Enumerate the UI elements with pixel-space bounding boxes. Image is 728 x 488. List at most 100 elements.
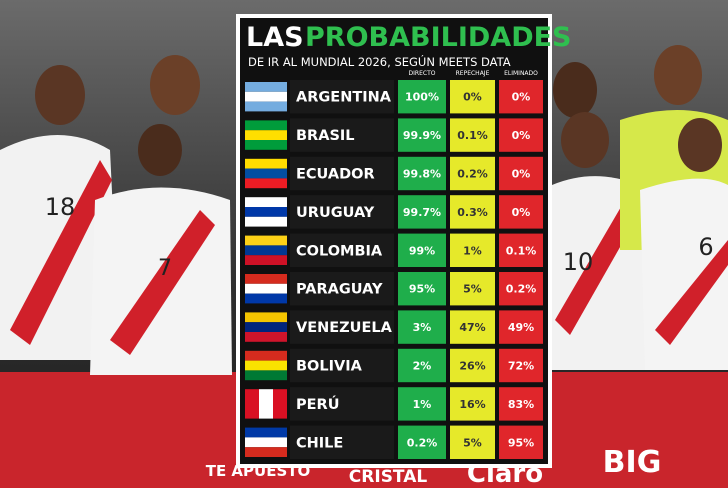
cell-value: 3% — [413, 321, 432, 334]
cell — [398, 425, 446, 459]
name-cell — [290, 80, 394, 114]
country: VENEZUELA — [296, 320, 393, 336]
cell — [398, 310, 446, 344]
cell-value: 99% — [409, 244, 435, 257]
cell — [499, 272, 543, 306]
flag — [259, 389, 273, 419]
cell — [499, 387, 543, 421]
cell — [450, 156, 495, 191]
name-cell — [290, 387, 394, 421]
flag — [245, 255, 287, 265]
cell-value: 99.9% — [403, 129, 441, 142]
country: COLOMBIA — [296, 243, 383, 259]
flag — [245, 360, 287, 371]
cell-value: 1% — [463, 244, 482, 257]
cell — [499, 348, 543, 383]
cell-value: 99.7% — [403, 206, 441, 219]
flag — [245, 158, 287, 169]
cell — [450, 233, 495, 267]
cell — [398, 348, 446, 383]
cell-value: 1% — [413, 398, 432, 411]
cell — [450, 118, 495, 152]
flag — [245, 370, 287, 381]
cell-value: 95% — [409, 283, 435, 296]
name-cell — [290, 156, 394, 191]
country: ARGENTINA — [296, 90, 392, 106]
flag — [245, 389, 259, 419]
title: PROBABILIDADES — [305, 22, 572, 53]
cell — [450, 425, 495, 459]
name-cell — [290, 195, 394, 229]
cell-value: 95% — [508, 436, 534, 449]
cell-value: 100% — [405, 91, 439, 104]
flag — [245, 427, 287, 438]
flag — [245, 322, 287, 332]
cell — [450, 80, 495, 114]
cell — [499, 233, 543, 267]
cell — [450, 310, 495, 344]
flag — [245, 101, 287, 112]
cell — [499, 425, 543, 459]
cell — [398, 80, 446, 114]
cell-value: 0% — [512, 129, 531, 142]
cell — [398, 156, 446, 191]
cell-value: 99.8% — [403, 168, 441, 181]
country: ECUADOR — [296, 167, 375, 183]
jersey-number: 7 — [158, 256, 172, 281]
cell-value: 0.1% — [506, 244, 537, 257]
flag — [245, 82, 287, 92]
country: PERÚ — [296, 395, 339, 413]
cell-value: 0.2% — [457, 168, 488, 181]
cell-value: 5% — [463, 436, 482, 449]
cell-value: 2% — [413, 360, 432, 373]
name-cell — [290, 348, 394, 383]
flag — [245, 447, 287, 457]
cell — [499, 310, 543, 344]
flag — [245, 245, 287, 256]
name-cell — [290, 233, 394, 267]
cell — [450, 348, 495, 383]
cell — [398, 195, 446, 229]
players — [0, 45, 728, 375]
cell — [398, 272, 446, 306]
cell-value: 0% — [463, 91, 482, 104]
flag — [245, 312, 287, 323]
sponsor: BIG — [603, 445, 662, 480]
cell-value: 49% — [508, 321, 534, 334]
cell — [499, 195, 543, 229]
flag — [245, 274, 287, 284]
title: LAS — [246, 22, 304, 53]
column-header: REPECHAJE — [456, 70, 490, 77]
flag — [245, 350, 287, 361]
cell-value: 0.2% — [506, 283, 537, 296]
flag — [245, 437, 287, 448]
flag — [245, 168, 287, 179]
cell — [450, 387, 495, 421]
name-cell — [290, 118, 394, 152]
cell-value: 0.1% — [457, 129, 488, 142]
cell-value: 83% — [508, 398, 534, 411]
flag — [245, 140, 287, 150]
cell-value: 0.3% — [457, 206, 488, 219]
flag — [245, 178, 287, 189]
country: BRASIL — [296, 128, 355, 144]
cell-value: 0% — [512, 168, 531, 181]
flag — [245, 216, 287, 227]
name-cell — [290, 272, 394, 306]
cell-value: 0% — [512, 91, 531, 104]
flag — [245, 332, 287, 342]
column-header: DIRECTO — [409, 70, 436, 77]
flag — [245, 120, 287, 131]
cell — [499, 118, 543, 152]
cell — [450, 195, 495, 229]
country: CHILE — [296, 435, 343, 451]
cell-value: 0% — [512, 206, 531, 219]
cell-value: 47% — [459, 321, 485, 334]
flag — [245, 91, 287, 102]
cell — [499, 156, 543, 191]
jersey-number: 18 — [45, 193, 76, 221]
cell — [499, 80, 543, 114]
cell-value: 72% — [508, 360, 534, 373]
flag — [273, 389, 287, 419]
